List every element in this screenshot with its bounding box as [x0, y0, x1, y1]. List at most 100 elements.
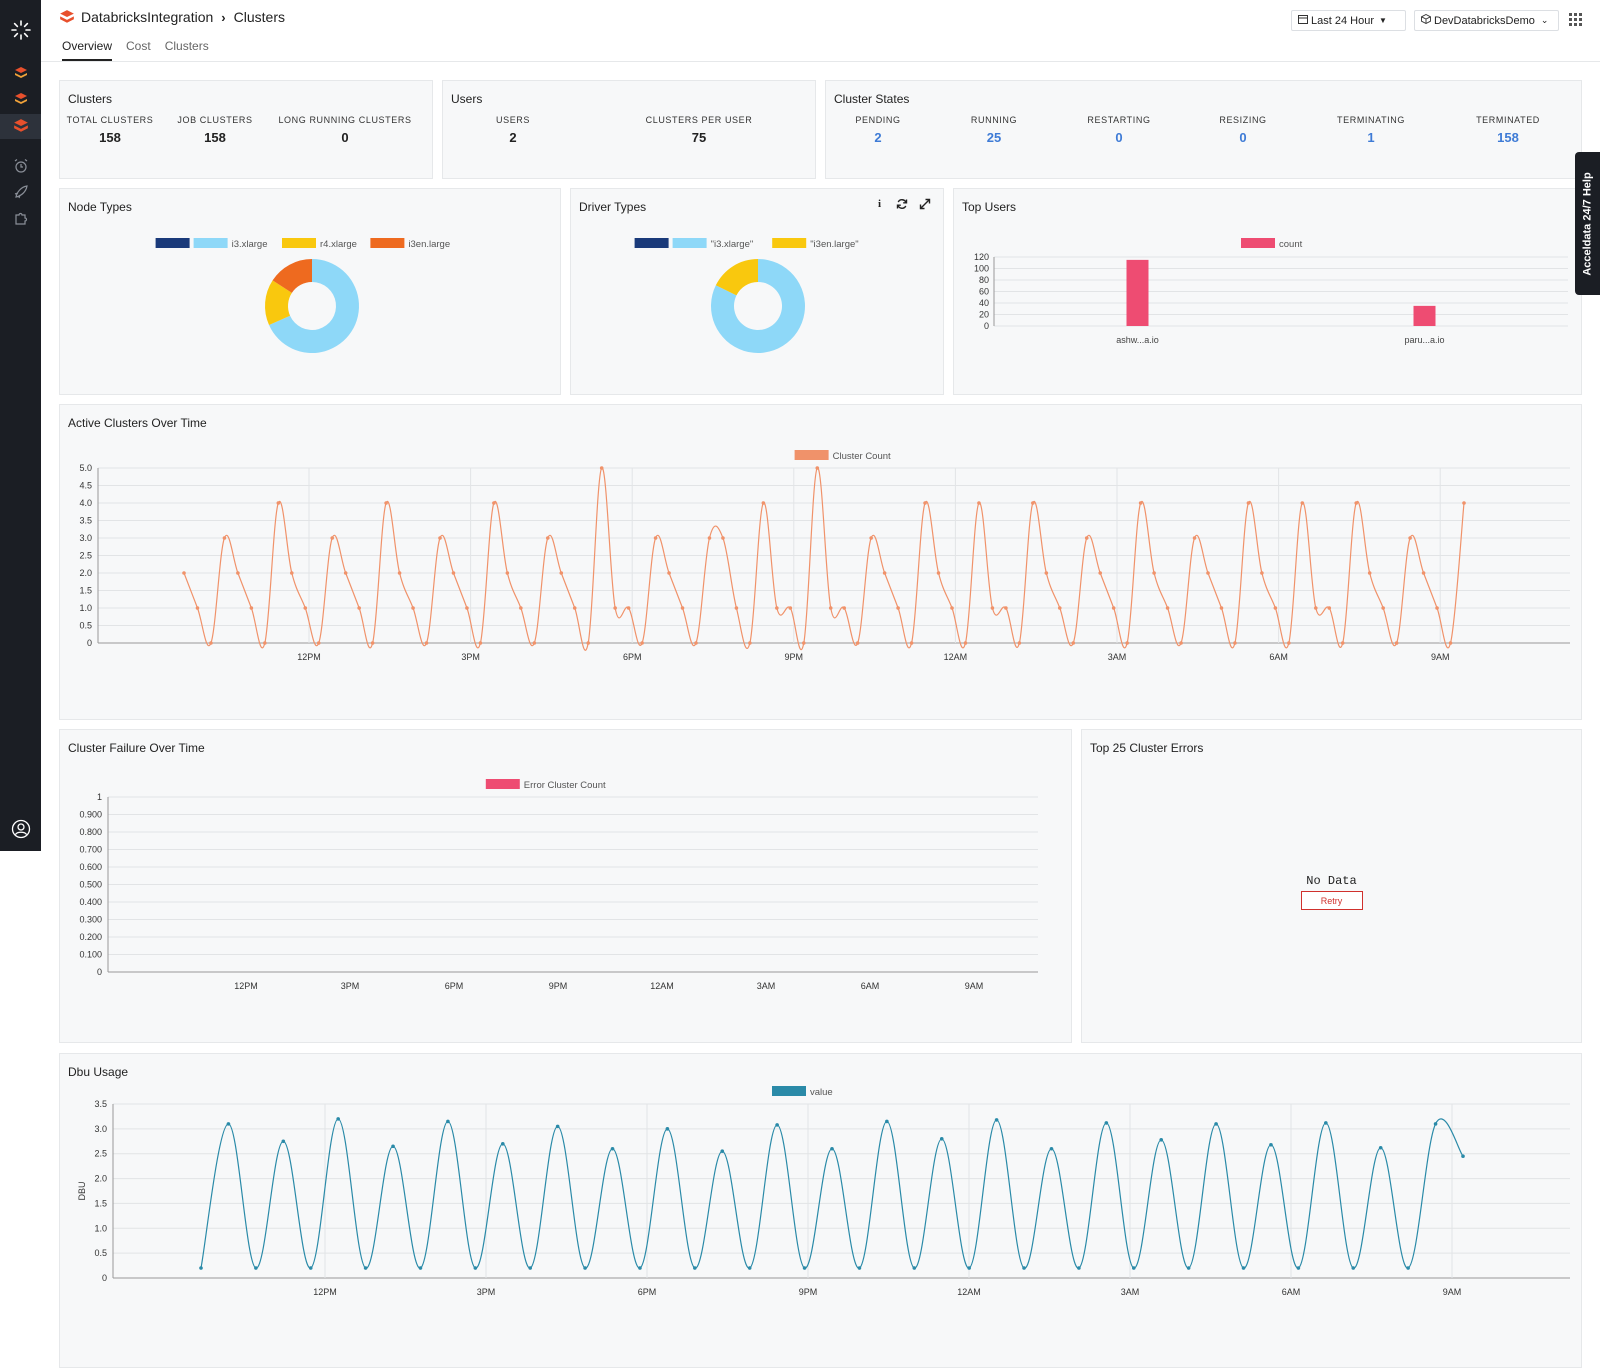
empty-state: No Data Retry [1300, 874, 1363, 910]
stat-long-running-clusters: LONG RUNNING CLUSTERS 0 [278, 115, 412, 145]
data-point [1219, 606, 1224, 610]
stat-clusters-per-user: CLUSTERS PER USER 75 [645, 115, 753, 145]
legend-swatch [794, 450, 829, 460]
data-point [721, 536, 725, 540]
stat-pending[interactable]: PENDING 2 [855, 115, 901, 145]
data-point [473, 1266, 478, 1270]
data-point [626, 606, 631, 610]
panel-title: Top Users [962, 200, 1017, 214]
data-point [226, 1122, 231, 1126]
y-tick-label: 0.400 [79, 897, 102, 907]
stack-icon[interactable] [9, 62, 33, 84]
legend-label: value [810, 1087, 833, 1098]
panel-title: Cluster Failure Over Time [68, 741, 205, 755]
data-point [977, 501, 981, 505]
data-point [411, 606, 415, 610]
data-point [363, 1266, 368, 1270]
y-tick-label: 0.500 [79, 880, 102, 890]
layers-icon [59, 9, 75, 25]
data-point [1104, 1121, 1109, 1125]
data-point [199, 1266, 203, 1270]
data-point [610, 1146, 615, 1151]
data-point [465, 606, 469, 610]
data-point [397, 571, 402, 575]
data-point [384, 501, 388, 505]
x-tick-label: 6AM [1282, 1287, 1301, 1297]
stat-resizing[interactable]: RESIZING 0 [1219, 115, 1267, 145]
tab-cost[interactable]: Cost [126, 39, 151, 53]
data-point [680, 606, 685, 610]
data-point [263, 641, 267, 645]
x-tick-label: 9AM [1431, 652, 1450, 662]
chevron-right-icon: › [221, 9, 226, 25]
data-point [1327, 606, 1332, 610]
data-point [694, 641, 698, 645]
data-point [1408, 536, 1412, 540]
acceldata-logo-icon[interactable] [9, 19, 33, 41]
x-tick-label: 6PM [445, 981, 464, 991]
workspace-dropdown[interactable]: DevDatabricksDemo ⌄ [1414, 10, 1559, 31]
stat-terminated[interactable]: TERMINATED 158 [1476, 115, 1540, 145]
data-point [276, 501, 281, 505]
data-point [909, 641, 914, 645]
data-point [1138, 501, 1143, 505]
data-point [896, 606, 900, 610]
data-point [1241, 1266, 1246, 1270]
stack-icon[interactable] [9, 115, 33, 137]
data-point [303, 606, 308, 610]
data-point [1367, 571, 1372, 575]
data-point [391, 1144, 395, 1149]
node-types-panel: Node Types i3.xlarge r4.xlarge i3en.large [59, 188, 561, 395]
data-point [289, 571, 294, 575]
tab-overview[interactable]: Overview [62, 39, 113, 61]
stack-icon[interactable] [9, 88, 33, 110]
y-tick-label: 100 [974, 264, 989, 274]
data-point [638, 1266, 642, 1270]
time-range-dropdown[interactable]: Last 24 Hour ▼ [1291, 10, 1406, 31]
caret-down-icon: ▼ [1378, 16, 1387, 25]
x-tick-label: 12AM [957, 1287, 981, 1297]
puzzle-icon[interactable] [9, 207, 33, 229]
data-point [936, 571, 941, 575]
y-tick-label: 2.0 [94, 1174, 107, 1184]
stat-restarting[interactable]: RESTARTING 0 [1087, 115, 1151, 145]
data-point [438, 536, 442, 540]
x-tick-label: 3AM [1121, 1287, 1140, 1297]
active-clusters-panel: Active Clusters Over Time Cluster Count 0… [59, 404, 1582, 720]
legend-swatch [772, 238, 807, 248]
help-tab[interactable]: Acceldata 24/7 Help [1575, 152, 1600, 295]
alarm-icon[interactable] [9, 155, 33, 177]
breadcrumb-app[interactable]: DatabricksIntegration [81, 9, 214, 25]
dbu-usage-chart: value 0 0.5 1.0 1.5 2.0 2.5 3.0 3.5 12PM 3PM 6PM 9PM… [77, 1086, 1570, 1297]
data-point [451, 571, 456, 575]
data-point [963, 641, 968, 645]
grid-icon[interactable] [1569, 13, 1582, 31]
legend-label: count [1279, 239, 1303, 250]
stat-job-clusters: JOB CLUSTERS 158 [177, 115, 253, 145]
x-tick-label: 9PM [785, 652, 804, 662]
legend-swatch [772, 1086, 806, 1096]
stat-running[interactable]: RUNNING 25 [970, 115, 1018, 145]
data-point [613, 606, 617, 610]
y-tick-label: 0.900 [79, 810, 102, 820]
stat-terminating[interactable]: TERMINATING 1 [1337, 115, 1405, 145]
y-tick-label: 0.600 [79, 862, 102, 872]
x-tick-label: 12AM [944, 652, 968, 662]
data-point [1031, 501, 1035, 505]
rocket-icon[interactable] [9, 181, 33, 203]
cluster-states-panel: Cluster States PENDING 2 RUNNING 25 RESTAR… [825, 80, 1582, 179]
x-tick-label: ashw...a.io [1116, 335, 1159, 345]
info-icon[interactable]: i [878, 198, 882, 210]
x-tick-label: 6PM [623, 652, 642, 662]
workspace-label: DevDatabricksDemo [1434, 14, 1535, 27]
y-tick-label: 60 [979, 287, 989, 297]
data-point [182, 571, 186, 575]
data-point [1084, 536, 1089, 540]
pie-slice [272, 259, 312, 293]
retry-button[interactable]: Retry [1300, 891, 1363, 910]
expand-icon[interactable] [919, 197, 931, 215]
data-point [1340, 641, 1345, 645]
refresh-icon[interactable] [896, 197, 908, 215]
tab-clusters[interactable]: Clusters [164, 39, 209, 53]
user-circle-icon[interactable] [9, 818, 33, 840]
